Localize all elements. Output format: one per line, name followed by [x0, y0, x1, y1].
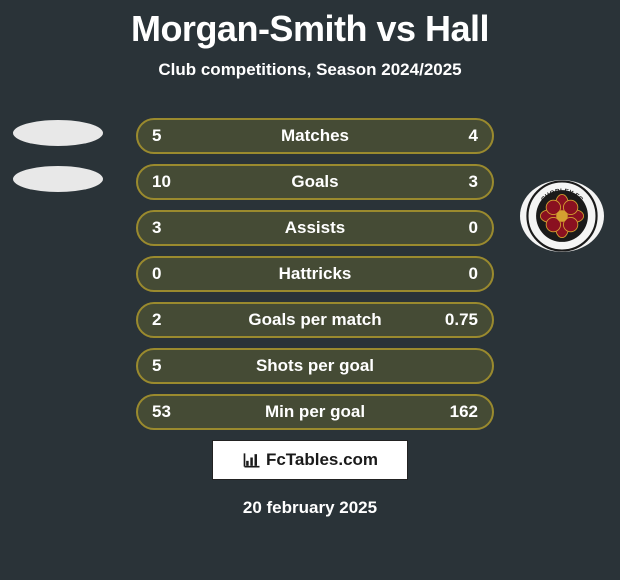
stat-left-value: 53	[152, 402, 206, 422]
stat-left-value: 5	[152, 356, 206, 376]
stat-left-value: 2	[152, 310, 206, 330]
stat-left-value: 0	[152, 264, 206, 284]
stat-row: 3Assists0	[136, 210, 494, 246]
stat-row: 5Shots per goal	[136, 348, 494, 384]
left-club-badge-1	[13, 120, 103, 146]
svg-text:CHORLEY FC: CHORLEY FC	[540, 188, 584, 203]
stat-left-value: 10	[152, 172, 206, 192]
stat-right-value: 4	[424, 126, 478, 146]
stat-right-value: 162	[424, 402, 478, 422]
left-club-badge-2	[13, 166, 103, 192]
stat-right-value: 3	[424, 172, 478, 192]
chorley-crest-icon: CHORLEY FC	[526, 180, 598, 252]
stat-label: Shots per goal	[206, 356, 424, 376]
stat-right-value: 0	[424, 264, 478, 284]
brand-box: FcTables.com	[212, 440, 408, 480]
stats-table: 5Matches410Goals33Assists00Hattricks02Go…	[136, 118, 494, 440]
stat-label: Assists	[206, 218, 424, 238]
stat-row: 5Matches4	[136, 118, 494, 154]
stat-row: 10Goals3	[136, 164, 494, 200]
stat-label: Goals	[206, 172, 424, 192]
page-title: Morgan-Smith vs Hall	[0, 0, 620, 50]
stat-right-value: 0.75	[424, 310, 478, 330]
stat-left-value: 5	[152, 126, 206, 146]
stat-label: Matches	[206, 126, 424, 146]
right-club-crest: CHORLEY FC	[520, 180, 604, 252]
stat-label: Min per goal	[206, 402, 424, 422]
stat-label: Hattricks	[206, 264, 424, 284]
right-club-column: CHORLEY FC	[512, 120, 612, 220]
left-club-column	[8, 120, 108, 220]
stat-row: 53Min per goal162	[136, 394, 494, 430]
stat-row: 0Hattricks0	[136, 256, 494, 292]
player1-name: Morgan-Smith	[131, 8, 367, 49]
footer-date: 20 february 2025	[0, 498, 620, 518]
vs-separator: vs	[376, 8, 415, 49]
stat-label: Goals per match	[206, 310, 424, 330]
subtitle: Club competitions, Season 2024/2025	[0, 60, 620, 80]
brand-chart-icon	[242, 450, 262, 470]
stat-row: 2Goals per match0.75	[136, 302, 494, 338]
stat-left-value: 3	[152, 218, 206, 238]
stat-right-value: 0	[424, 218, 478, 238]
brand-text: FcTables.com	[266, 450, 378, 470]
player2-name: Hall	[425, 8, 489, 49]
